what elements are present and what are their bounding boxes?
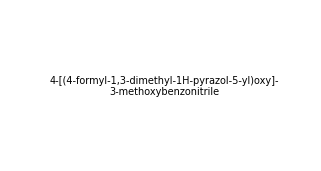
Text: 4-[(4-formyl-1,3-dimethyl-1H-pyrazol-5-yl)oxy]-
3-methoxybenzonitrile: 4-[(4-formyl-1,3-dimethyl-1H-pyrazol-5-y…: [50, 76, 279, 97]
